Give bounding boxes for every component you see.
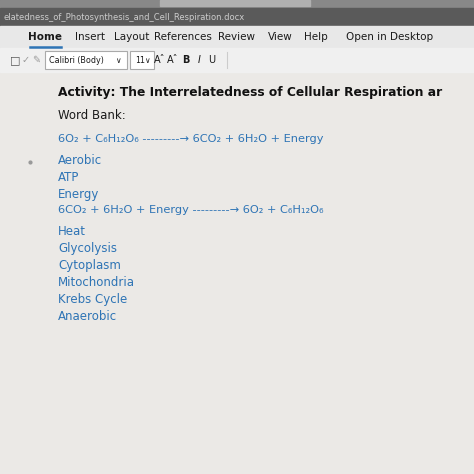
Bar [0, 0, 474, 8]
Text: ∨: ∨ [115, 55, 121, 64]
Text: B: B [182, 55, 190, 65]
Bar [45, 51, 127, 69]
Text: I: I [198, 55, 201, 65]
Text: 6O₂ + C₆H₁₂O₆ ---------→ 6CO₂ + 6H₂O + Energy: 6O₂ + C₆H₁₂O₆ ---------→ 6CO₂ + 6H₂O + E… [58, 134, 323, 144]
Text: Calibri (Body): Calibri (Body) [49, 55, 104, 64]
Text: Energy: Energy [58, 188, 100, 201]
Text: Glycolysis: Glycolysis [58, 242, 117, 255]
Text: Layout: Layout [114, 32, 150, 42]
Text: Aˆ: Aˆ [167, 55, 179, 65]
Text: ✓: ✓ [22, 55, 30, 65]
Text: Help: Help [304, 32, 328, 42]
Text: References: References [154, 32, 212, 42]
Bar [130, 51, 154, 69]
Text: □: □ [10, 55, 20, 65]
Text: Word Bank:: Word Bank: [58, 109, 126, 122]
Text: Insert: Insert [75, 32, 105, 42]
Text: Activity: The Interrelatedness of Cellular Respiration ar: Activity: The Interrelatedness of Cellul… [58, 86, 442, 99]
Text: Anaerobic: Anaerobic [58, 310, 117, 323]
Text: ATP: ATP [58, 171, 79, 184]
Bar [0, 8, 474, 26]
Bar [0, 72, 474, 474]
Text: Review: Review [219, 32, 255, 42]
Text: Mitochondria: Mitochondria [58, 276, 135, 289]
Text: Aˆ: Aˆ [154, 55, 166, 65]
Text: Cytoplasm: Cytoplasm [58, 259, 121, 272]
Text: 6CO₂ + 6H₂O + Energy ---------→ 6O₂ + C₆H₁₂O₆: 6CO₂ + 6H₂O + Energy ---------→ 6O₂ + C₆… [58, 205, 323, 215]
Text: Aerobic: Aerobic [58, 154, 102, 167]
Text: Open in Desktop: Open in Desktop [346, 32, 434, 42]
Text: Home: Home [28, 32, 62, 42]
Text: Heat: Heat [58, 225, 86, 238]
Text: 11: 11 [135, 55, 145, 64]
Text: ✎: ✎ [32, 55, 40, 65]
Text: Krebs Cycle: Krebs Cycle [58, 293, 127, 306]
Text: ∨: ∨ [144, 55, 150, 64]
Bar [160, 0, 310, 6]
Text: U: U [209, 55, 216, 65]
Bar [0, 26, 474, 48]
Bar [0, 48, 474, 72]
Text: elatedness_of_Photosynthesis_and_Cell_Respiration.docx: elatedness_of_Photosynthesis_and_Cell_Re… [4, 12, 245, 21]
Text: View: View [268, 32, 292, 42]
